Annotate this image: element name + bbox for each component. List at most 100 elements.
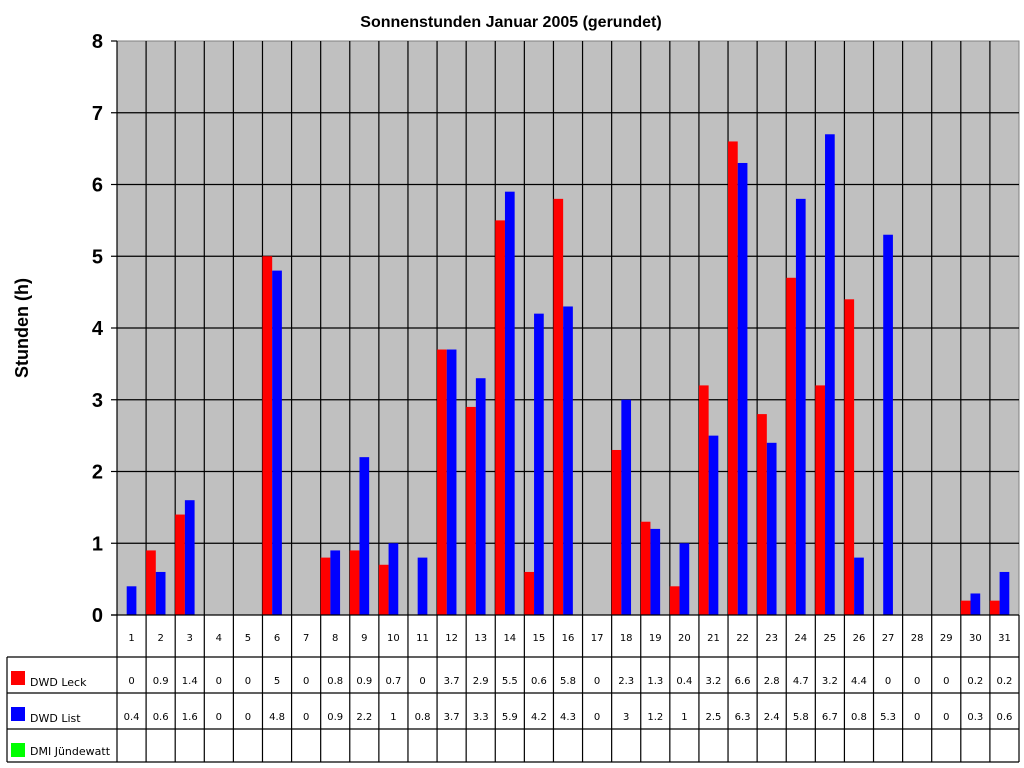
table-cell: 3.2 bbox=[822, 676, 838, 687]
legend-swatch bbox=[11, 707, 25, 721]
bar bbox=[708, 435, 719, 615]
bar bbox=[417, 557, 428, 615]
bar bbox=[184, 500, 195, 615]
bar bbox=[621, 399, 632, 615]
bar bbox=[825, 134, 835, 615]
legend-label: DMI Jündewatt bbox=[30, 745, 111, 758]
table-cell: 0.6 bbox=[996, 712, 1012, 723]
bar bbox=[883, 234, 893, 615]
table-cell: 0 bbox=[245, 712, 251, 723]
table-cell: 0.6 bbox=[153, 712, 169, 723]
table-cell: 4.3 bbox=[560, 712, 576, 723]
bar bbox=[611, 449, 622, 615]
table-cell: 4.7 bbox=[793, 676, 809, 687]
table-cell: 0 bbox=[419, 676, 425, 687]
category-label: 4 bbox=[216, 633, 222, 644]
table-cell: 0 bbox=[303, 676, 309, 687]
table-cell: 0.2 bbox=[967, 676, 983, 687]
category-label: 31 bbox=[998, 633, 1011, 644]
bar bbox=[669, 586, 680, 615]
table-cell: 0 bbox=[914, 712, 920, 723]
data-table: 1 2 3 4 5 6 7 8 9 10 11 12 13 14 15 16 17 18 19 20 21 22 23 24 2… bbox=[6, 614, 1020, 763]
table-cell: 2.9 bbox=[473, 676, 489, 687]
table-cell: 4.4 bbox=[851, 676, 867, 687]
table-cell: 0 bbox=[216, 712, 222, 723]
table-cell: 3.2 bbox=[706, 676, 722, 687]
y-axis-label: Stunden (h) bbox=[12, 278, 32, 378]
table-cell: 0.8 bbox=[415, 712, 431, 723]
table-cell: 6.6 bbox=[735, 676, 751, 687]
table-cell: 0 bbox=[303, 712, 309, 723]
table-cell: 5.5 bbox=[502, 676, 518, 687]
table-cell: 3 bbox=[623, 712, 629, 723]
table-cell: 4.2 bbox=[531, 712, 547, 723]
category-label: 16 bbox=[562, 633, 575, 644]
bar bbox=[757, 414, 767, 615]
bar bbox=[378, 564, 389, 615]
table-cell: 0.9 bbox=[356, 676, 372, 687]
table-cell: 1 bbox=[390, 712, 396, 723]
bar bbox=[146, 550, 156, 615]
y-tick-label: 1 bbox=[92, 533, 103, 555]
table-cell: 2.2 bbox=[356, 712, 372, 723]
table-cell: 1.4 bbox=[182, 676, 198, 687]
category-label: 30 bbox=[969, 633, 982, 644]
bar bbox=[960, 600, 971, 615]
table-cell: 5.3 bbox=[880, 712, 896, 723]
table-cell: 0 bbox=[216, 676, 222, 687]
table-cell: 3.3 bbox=[473, 712, 489, 723]
bar bbox=[766, 442, 777, 615]
category-label: 17 bbox=[591, 633, 604, 644]
bar bbox=[272, 270, 282, 615]
table-cell: 0 bbox=[128, 676, 134, 687]
y-tick-label: 5 bbox=[92, 246, 103, 268]
bars bbox=[126, 134, 1010, 616]
table-cell: 3.7 bbox=[444, 712, 460, 723]
bar bbox=[495, 220, 505, 615]
table-cell: 2.8 bbox=[764, 676, 780, 687]
category-label: 11 bbox=[416, 633, 429, 644]
chart-title: Sonnenstunden Januar 2005 (gerundet) bbox=[360, 14, 661, 31]
category-label: 7 bbox=[303, 633, 309, 644]
table-cell: 1 bbox=[681, 712, 687, 723]
bar bbox=[737, 162, 748, 615]
table-cell: 0 bbox=[943, 712, 949, 723]
legend-label: DWD List bbox=[30, 712, 81, 725]
category-label: 23 bbox=[765, 633, 778, 644]
table-cell: 0 bbox=[245, 676, 251, 687]
bar bbox=[844, 299, 855, 615]
bar bbox=[320, 557, 331, 615]
bar bbox=[679, 543, 690, 615]
table-cell: 0 bbox=[594, 712, 600, 723]
bar bbox=[524, 571, 535, 615]
category-label: 6 bbox=[274, 633, 280, 644]
table-cell: 2.3 bbox=[618, 676, 634, 687]
table-cell: 0.8 bbox=[327, 676, 343, 687]
bar bbox=[175, 514, 185, 615]
table-cell: 0 bbox=[943, 676, 949, 687]
category-label: 9 bbox=[361, 633, 367, 644]
legend-swatch bbox=[11, 671, 25, 685]
category-label: 10 bbox=[387, 633, 400, 644]
category-label: 24 bbox=[794, 633, 807, 644]
table-cell: 4.8 bbox=[269, 712, 285, 723]
bar bbox=[795, 198, 806, 615]
y-tick-label: 6 bbox=[92, 175, 103, 197]
y-tick-label: 4 bbox=[92, 318, 104, 340]
table-cell: 0 bbox=[885, 676, 891, 687]
bar bbox=[330, 550, 341, 615]
y-tick-label: 3 bbox=[92, 390, 103, 412]
table-cell: 0.9 bbox=[153, 676, 169, 687]
category-label: 13 bbox=[474, 633, 487, 644]
table-cell: 5.8 bbox=[793, 712, 809, 723]
category-label: 20 bbox=[678, 633, 691, 644]
table-cell: 0.3 bbox=[967, 712, 983, 723]
bar bbox=[534, 313, 544, 615]
bar bbox=[815, 385, 826, 615]
y-axis: 0 1 2 3 4 5 6 7 8 bbox=[92, 31, 118, 762]
category-label: 21 bbox=[707, 633, 720, 644]
bar bbox=[854, 557, 864, 615]
bar bbox=[349, 550, 360, 615]
table-cell: 2.5 bbox=[706, 712, 722, 723]
